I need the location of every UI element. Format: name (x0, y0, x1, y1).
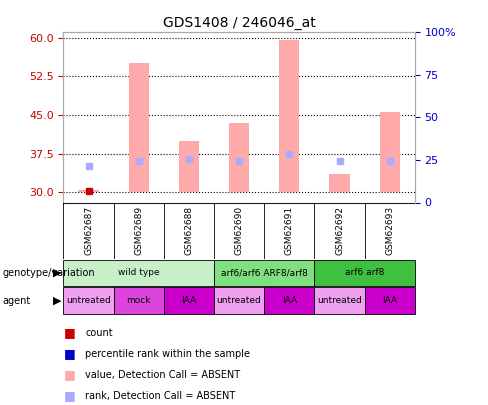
Bar (229, 123, 249, 192)
Bar (279, 40, 299, 192)
Text: mock: mock (126, 296, 151, 305)
Text: value, Detection Call = ABSENT: value, Detection Call = ABSENT (85, 370, 241, 379)
Text: ■: ■ (63, 347, 75, 360)
Bar (79, 190, 99, 192)
Bar (314, 260, 415, 286)
Text: GSM62690: GSM62690 (235, 206, 244, 256)
Text: GSM62688: GSM62688 (184, 206, 193, 256)
Text: arf6/arf6 ARF8/arf8: arf6/arf6 ARF8/arf8 (221, 269, 307, 277)
Text: GSM62687: GSM62687 (84, 206, 93, 256)
Text: wild type: wild type (118, 269, 160, 277)
Text: untreated: untreated (217, 296, 262, 305)
Title: GDS1408 / 246046_at: GDS1408 / 246046_at (163, 16, 316, 30)
Text: ■: ■ (63, 368, 75, 381)
Bar (214, 287, 264, 314)
Bar (329, 174, 349, 192)
Bar (365, 287, 415, 314)
Text: untreated: untreated (317, 296, 362, 305)
Text: count: count (85, 328, 113, 337)
Bar (214, 260, 314, 286)
Bar (63, 287, 114, 314)
Bar (179, 141, 199, 192)
Text: percentile rank within the sample: percentile rank within the sample (85, 349, 250, 358)
Bar (129, 63, 149, 192)
Text: ▶: ▶ (53, 268, 61, 278)
Text: ▶: ▶ (53, 296, 61, 305)
Text: GSM62693: GSM62693 (385, 206, 394, 256)
Bar (314, 287, 365, 314)
Text: untreated: untreated (66, 296, 111, 305)
Text: GSM62692: GSM62692 (335, 207, 344, 255)
Text: genotype/variation: genotype/variation (2, 268, 95, 278)
Bar (164, 287, 214, 314)
Text: ■: ■ (63, 389, 75, 402)
Text: IAA: IAA (382, 296, 397, 305)
Text: IAA: IAA (182, 296, 197, 305)
Bar (380, 112, 400, 192)
Bar (114, 287, 164, 314)
Bar (63, 260, 214, 286)
Text: GSM62691: GSM62691 (285, 206, 294, 256)
Text: arf6 arf8: arf6 arf8 (345, 269, 384, 277)
Bar (264, 287, 314, 314)
Text: GSM62689: GSM62689 (134, 206, 143, 256)
Text: agent: agent (2, 296, 31, 305)
Text: IAA: IAA (282, 296, 297, 305)
Text: rank, Detection Call = ABSENT: rank, Detection Call = ABSENT (85, 391, 236, 401)
Text: ■: ■ (63, 326, 75, 339)
